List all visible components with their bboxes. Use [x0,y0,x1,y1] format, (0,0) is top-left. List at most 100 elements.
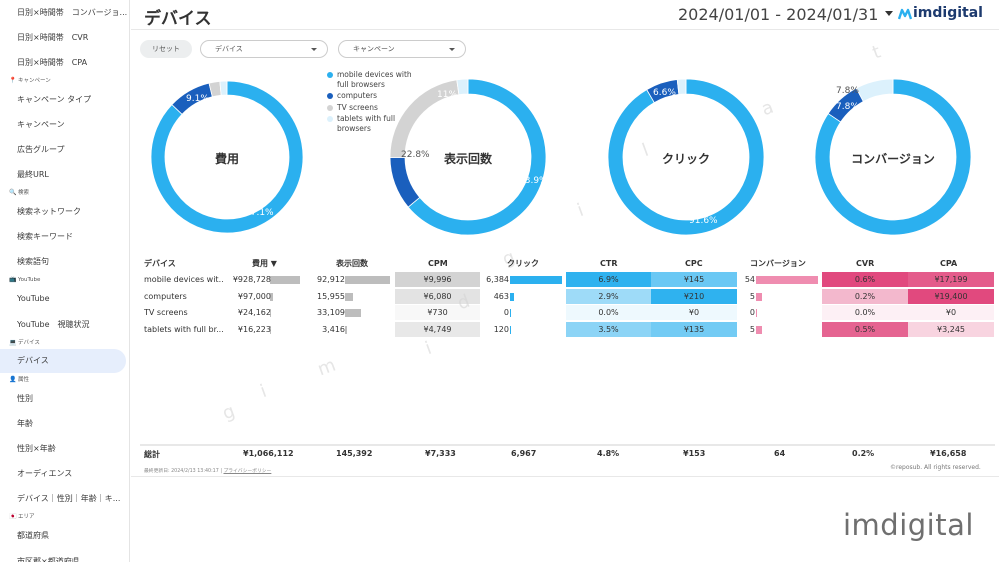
sidebar-section-17: 👤 属性 [0,375,128,385]
donut-slice-3[interactable] [676,78,687,95]
heat-cell [651,288,737,304]
sidebar-item-20[interactable]: 性別×年齢 [17,444,56,453]
heat-cell [822,321,908,337]
legend-item-2[interactable]: TV screens [327,103,422,113]
cell-cpc: ¥135 [683,324,705,334]
value-bar [345,292,353,301]
footer-info: 最終更新日: 2024/2/13 13:40:17 | プライバシーポリシー [144,467,271,474]
campaign-filter-dropdown[interactable]: キャンペーン [338,40,466,58]
date-dropdown-caret-icon[interactable] [885,11,893,16]
watermark-letter: m [314,354,339,381]
donut-slice-3[interactable] [456,78,469,96]
heat-cell [566,321,651,337]
watermark-letter: g [219,400,238,425]
date-range-picker[interactable]: 2024/01/01 - 2024/01/31 [678,5,879,24]
slice-label: 7.8% [836,102,859,112]
sidebar-item-7[interactable]: 最終URL [17,170,49,179]
legend-item-1[interactable]: computers [327,91,422,101]
imdigital-logo-icon [898,8,912,20]
legend-item-3[interactable]: tablets with full browsers [327,114,422,133]
sidebar-item-1[interactable]: 日別×時間帯 CVR [17,33,89,42]
sidebar-item-0[interactable]: 日別×時間帯 コンバージョ... [17,8,128,17]
impressions-donut-chart: 表示回数 63.9% 11% 22.8% [383,72,553,242]
sidebar-section-label: YouTube [18,277,41,283]
sidebar-item-22[interactable]: デバイス｜性別｜年齢｜キ... [17,494,121,503]
heat-cell [908,272,994,287]
sidebar-item-16[interactable]: デバイス [0,349,126,373]
donut-slice-0[interactable] [814,78,972,236]
table-header-2[interactable]: 表示回数 [336,259,368,268]
donut-svg [389,78,547,236]
heat-cell [651,272,737,287]
sidebar-item-13[interactable]: YouTube [17,294,50,303]
legend-item-0[interactable]: mobile devices with full browsers [327,70,422,89]
donut-slice-3[interactable] [855,78,894,102]
reset-button[interactable]: リセット [140,40,192,58]
table-header-9[interactable]: CPA [940,259,958,268]
donut-slice-0[interactable] [150,80,304,234]
legend-dot-icon [327,116,333,122]
table-header-3[interactable]: CPM [428,259,448,268]
heat-cell [651,321,737,337]
legend-label: TV screens [337,102,378,112]
cell-cpm: ¥4,749 [423,324,452,334]
sidebar-item-24[interactable]: 都道府県 [17,531,49,540]
sidebar-item-14[interactable]: YouTube 視聴状況 [17,320,90,329]
table-row[interactable]: TV screens ¥24,162 33,109 ¥730 0 0.0% ¥0 0 0.0% ¥… [140,305,995,320]
sidebar-item-2[interactable]: 日別×時間帯 CPA [17,58,88,67]
sidebar-item-5[interactable]: キャンペーン [17,120,65,129]
footer-separator: | [220,469,222,474]
total-divider [140,444,995,447]
conversions-donut-chart: コンバージョン 84.4% 7.8% 7.8% [808,72,978,242]
table-header-1[interactable]: 費用 ▼ [252,259,277,268]
table-header-4[interactable]: クリック [507,259,539,268]
cell-cpc: ¥0 [688,308,700,317]
device-filter-dropdown[interactable]: デバイス [200,40,328,58]
sidebar-item-4[interactable]: キャンペーン タイプ [17,95,92,104]
slice-label: 11% [437,90,458,100]
value-bar [345,325,347,334]
table-header-0[interactable]: デバイス [144,259,176,268]
cell-clicks: 6,384 [486,275,509,284]
sidebar-item-18[interactable]: 性別 [17,394,33,403]
table-header-6[interactable]: CPC [685,259,703,268]
sidebar-item-9[interactable]: 検索ネットワーク [17,207,81,216]
sidebar-nav: 日別×時間帯 コンバージョ... 日別×時間帯 CVR 日別×時間帯 CPA 📍 キャン… [0,0,130,562]
table-row[interactable]: tablets with full br... ¥16,223 3,416 ¥4,74… [140,321,995,337]
search-icon: 🔍 [9,189,17,196]
sidebar-item-6[interactable]: 広告グループ [17,145,65,154]
sidebar-item-19[interactable]: 年齢 [17,419,33,428]
cell-ctr: 0.0% [598,308,619,317]
slice-label: 84.4% [878,206,907,216]
cell-device: mobile devices wit... [144,275,224,284]
donut-title: クリック [661,152,710,166]
privacy-policy-link[interactable]: プライバシーポリシー [223,469,272,474]
sidebar-section-15: 💻 デバイス [0,338,128,348]
heat-cell [395,272,480,287]
table-row[interactable]: mobile devices wit... ¥928,728 92,912 ¥9,99… [140,272,995,287]
total-conv: 64 [774,449,786,458]
sidebar-item-10[interactable]: 検索キーワード [17,232,73,241]
cell-cpc: ¥145 [683,275,705,284]
sidebar-item-21[interactable]: オーディエンス [17,469,73,478]
legend-label: tablets with full browsers [337,114,396,133]
heat-cell [908,321,994,337]
cell-ctr: 6.9% [598,275,619,284]
total-impr: 145,392 [336,449,373,458]
tv-icon: 📺 [9,276,17,283]
sidebar-item-25[interactable]: 市区郡×都道府県 [17,557,80,562]
donut-slice-0[interactable] [607,78,765,236]
value-bar [270,292,274,301]
table-header-5[interactable]: CTR [600,259,618,268]
watermark-letter: i [422,337,435,360]
table-row[interactable]: computers ¥97,000 15,955 ¥6,080 463 2.9% ¥210 5… [140,288,995,304]
device-filter-label: デバイス [215,45,243,53]
cell-cvr: 0.6% [854,275,876,284]
slice-label: 63.9% [519,176,548,186]
sidebar-item-11[interactable]: 検索語句 [17,257,49,266]
legend-dot-icon [327,104,333,111]
table-header-7[interactable]: コンバージョン [750,259,806,268]
cell-cpa: ¥0 [945,308,957,317]
donut-slice-3[interactable] [219,80,228,96]
table-header-8[interactable]: CVR [856,259,875,268]
